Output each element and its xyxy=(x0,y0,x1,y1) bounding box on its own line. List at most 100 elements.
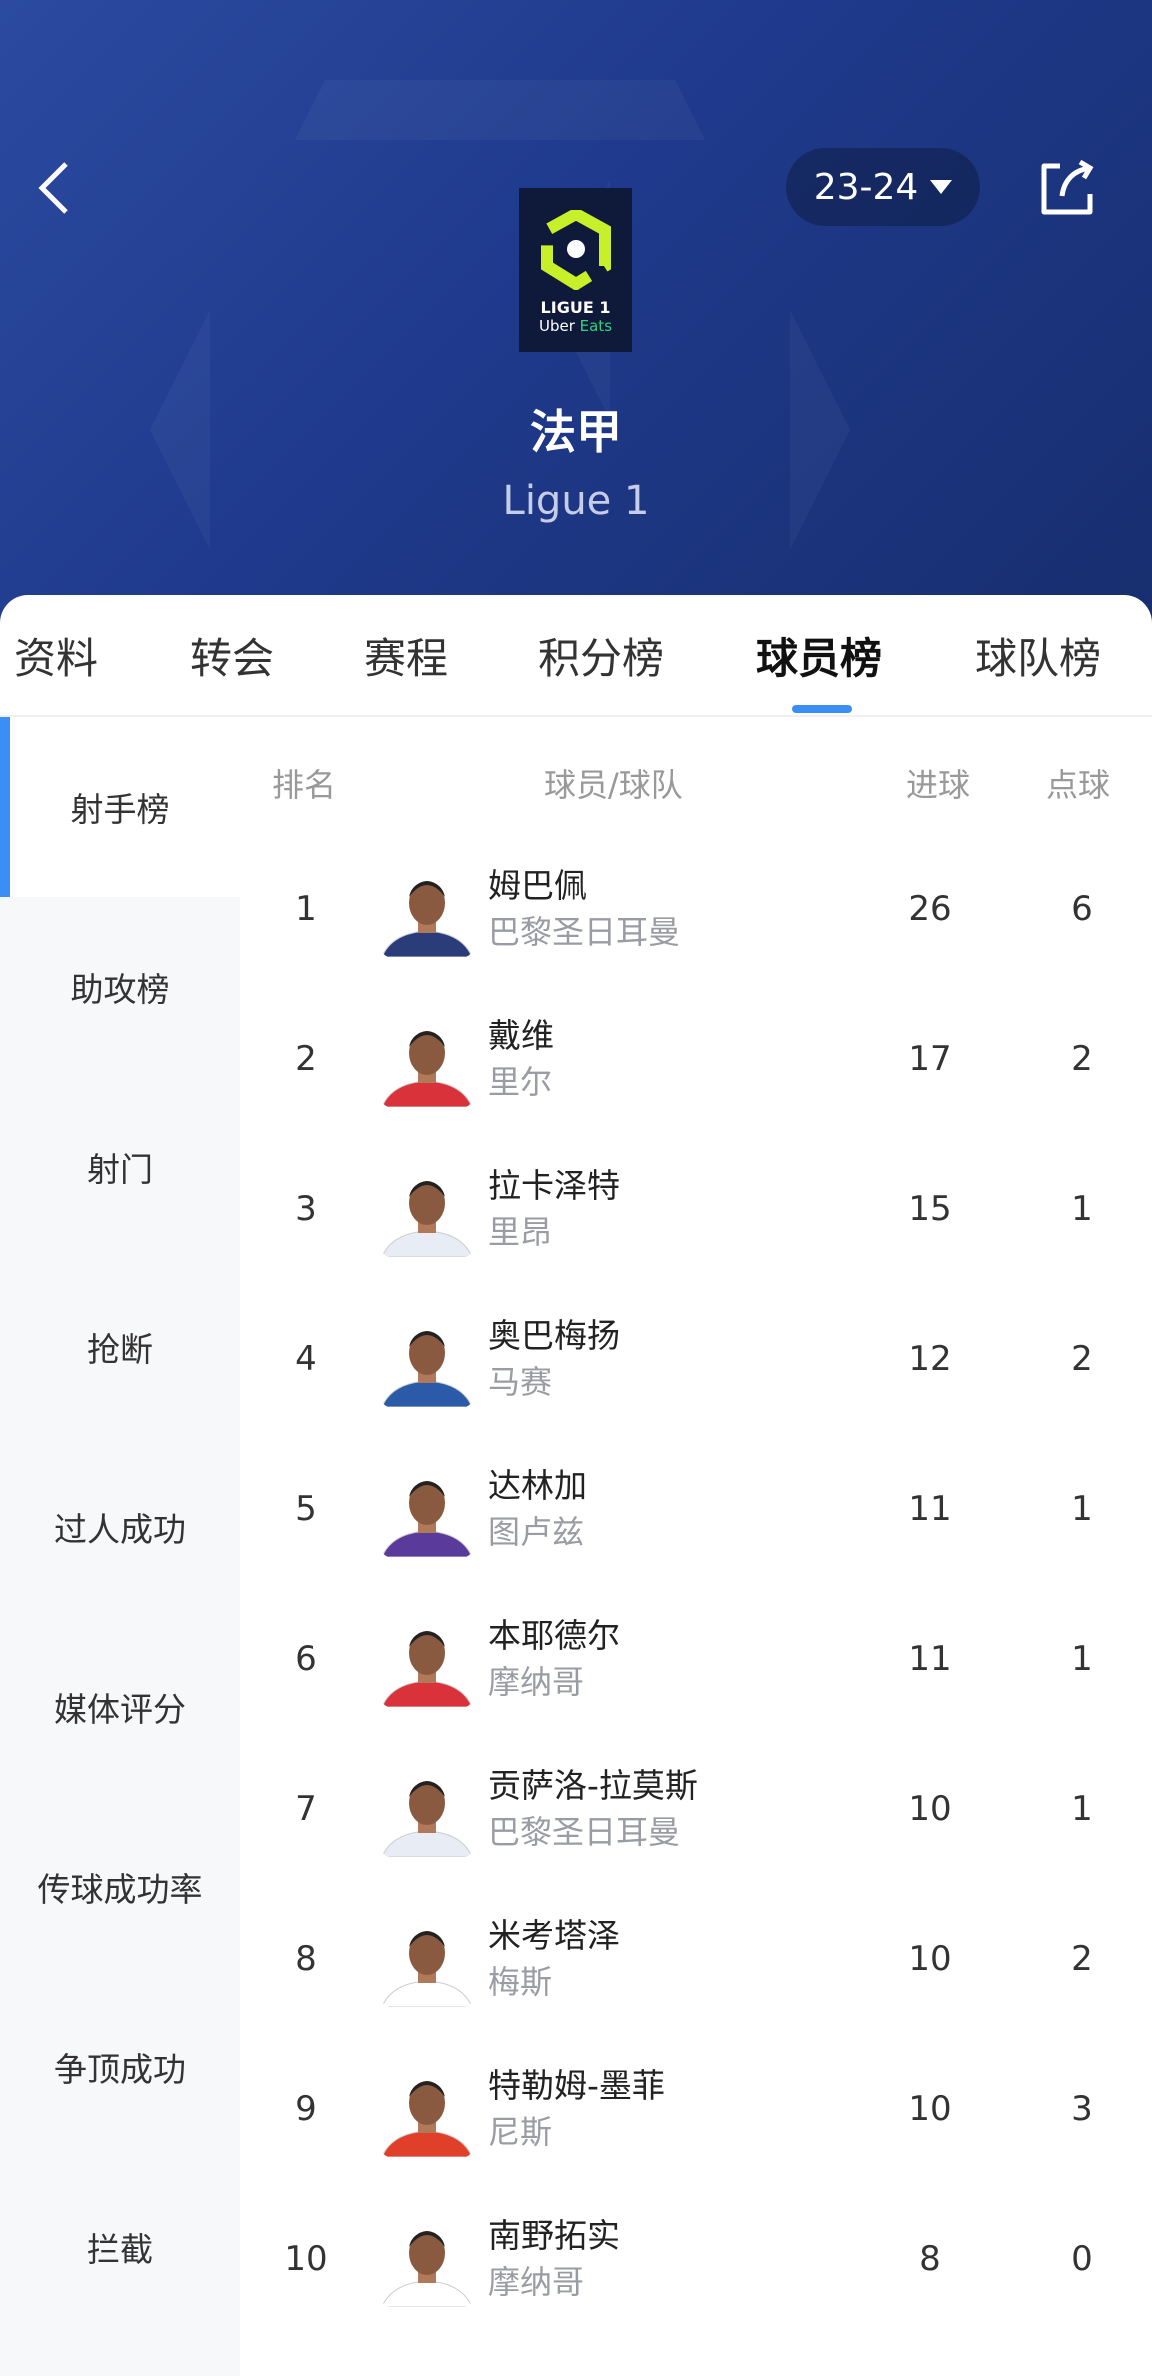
goals: 26 xyxy=(908,889,952,929)
season-selector[interactable]: 23-24 xyxy=(786,148,980,226)
rank: 6 xyxy=(295,1639,317,1679)
rank: 2 xyxy=(295,1039,317,1079)
goals: 10 xyxy=(908,1939,952,1979)
player-avatar xyxy=(382,867,472,957)
team-name: 摩纳哥 xyxy=(488,1663,585,1701)
table-row[interactable]: 5 达林加 图卢兹 11 1 xyxy=(240,1437,1152,1587)
team-name: 梅斯 xyxy=(488,1963,553,2001)
col-penalties: 点球 xyxy=(1046,766,1111,804)
penalties: 1 xyxy=(1071,1639,1093,1679)
penalties: 2 xyxy=(1071,1939,1093,1979)
back-icon[interactable] xyxy=(36,160,76,216)
sidebar-item-shots[interactable]: 射门 xyxy=(87,1150,153,1189)
col-goals: 进球 xyxy=(906,766,971,804)
player-name[interactable]: 戴维 xyxy=(488,1016,554,1055)
tab-player-rankings[interactable]: 球员榜 xyxy=(756,634,883,683)
player-name[interactable]: 南野拓实 xyxy=(488,2216,620,2255)
share-icon[interactable] xyxy=(1036,158,1096,218)
tab-schedule[interactable]: 赛程 xyxy=(364,634,449,683)
rank: 3 xyxy=(295,1189,317,1229)
sidebar-item-media-rating[interactable]: 媒体评分 xyxy=(54,1690,186,1729)
tab-info[interactable]: 资料 xyxy=(14,634,99,683)
rank: 5 xyxy=(295,1489,317,1529)
player-name[interactable]: 拉卡泽特 xyxy=(488,1166,620,1205)
stat-category-sidebar: 射手榜 助攻榜 射门 抢断 过人成功 媒体评分 传球成功率 争顶成功 拦截 xyxy=(0,717,240,2376)
penalties: 1 xyxy=(1071,1789,1093,1829)
table-row[interactable]: 2 戴维 里尔 17 2 xyxy=(240,987,1152,1137)
penalties: 3 xyxy=(1071,2089,1093,2129)
league-subtitle: Ligue 1 xyxy=(502,478,650,524)
player-avatar xyxy=(382,1617,472,1707)
player-avatar xyxy=(382,2217,472,2307)
player-name[interactable]: 贡萨洛-拉莫斯 xyxy=(488,1766,698,1805)
rank: 9 xyxy=(295,2089,317,2129)
sidebar-item-aerials[interactable]: 争顶成功 xyxy=(54,2050,186,2089)
sidebar-item-assists[interactable]: 助攻榜 xyxy=(70,970,170,1009)
rank: 10 xyxy=(284,2239,328,2279)
goals: 11 xyxy=(908,1639,952,1679)
player-avatar xyxy=(382,1467,472,1557)
team-name: 摩纳哥 xyxy=(488,2263,585,2301)
penalties: 0 xyxy=(1071,2239,1093,2279)
tab-bar: 资料 转会 赛程 积分榜 球员榜 球队榜 xyxy=(0,595,1152,717)
table-header: 排名 球员/球队 进球 点球 xyxy=(240,750,1152,810)
table-row[interactable]: 10 南野拓实 摩纳哥 8 0 xyxy=(240,2187,1152,2337)
tab-team-rankings[interactable]: 球队榜 xyxy=(975,634,1102,683)
table-row[interactable]: 8 米考塔泽 梅斯 10 2 xyxy=(240,1887,1152,2037)
team-name: 图卢兹 xyxy=(488,1513,585,1551)
tab-transfers[interactable]: 转会 xyxy=(190,634,275,683)
table-row[interactable]: 9 特勒姆-墨菲 尼斯 10 3 xyxy=(240,2037,1152,2187)
table-row[interactable]: 3 拉卡泽特 里昂 15 1 xyxy=(240,1137,1152,1287)
active-tab-indicator xyxy=(792,705,852,713)
player-avatar xyxy=(382,1017,472,1107)
sidebar-item-dribbles[interactable]: 过人成功 xyxy=(54,1510,186,1549)
goals: 8 xyxy=(919,2239,941,2279)
col-rank: 排名 xyxy=(272,766,337,804)
team-name: 里尔 xyxy=(488,1063,553,1101)
table-row[interactable]: 6 本耶德尔 摩纳哥 11 1 xyxy=(240,1587,1152,1737)
player-avatar xyxy=(382,1917,472,2007)
goals: 17 xyxy=(908,1039,952,1079)
rank: 8 xyxy=(295,1939,317,1979)
player-name[interactable]: 米考塔泽 xyxy=(488,1916,620,1955)
goals: 11 xyxy=(908,1489,952,1529)
player-avatar xyxy=(382,1167,472,1257)
player-name[interactable]: 本耶德尔 xyxy=(488,1616,620,1655)
rank: 1 xyxy=(295,889,317,929)
player-avatar xyxy=(382,1317,472,1407)
col-player: 球员/球队 xyxy=(544,766,683,804)
goals: 15 xyxy=(908,1189,952,1229)
player-name[interactable]: 奥巴梅扬 xyxy=(488,1316,620,1355)
player-name[interactable]: 特勒姆-墨菲 xyxy=(488,2066,665,2105)
sidebar-item-tackles[interactable]: 抢断 xyxy=(87,1330,153,1369)
penalties: 1 xyxy=(1071,1189,1093,1229)
penalties: 2 xyxy=(1071,1039,1093,1079)
team-name: 里昂 xyxy=(488,1213,553,1251)
league-header: 23-24 LIGUE 1 Uber Eats 法甲 Ligue 1 xyxy=(0,0,1152,640)
penalties: 6 xyxy=(1071,889,1093,929)
table-row[interactable]: 1 姆巴佩 巴黎圣日耳曼 26 6 xyxy=(240,837,1152,987)
rank: 4 xyxy=(295,1339,317,1379)
season-label: 23-24 xyxy=(813,166,919,208)
team-name: 巴黎圣日耳曼 xyxy=(488,1813,681,1851)
tab-standings[interactable]: 积分榜 xyxy=(538,634,665,683)
table-row[interactable]: 7 贡萨洛-拉莫斯 巴黎圣日耳曼 10 1 xyxy=(240,1737,1152,1887)
rank: 7 xyxy=(295,1789,317,1829)
penalties: 2 xyxy=(1071,1339,1093,1379)
goals: 10 xyxy=(908,2089,952,2129)
sidebar-item-interceptions[interactable]: 拦截 xyxy=(87,2230,153,2269)
table-row[interactable]: 4 奥巴梅扬 马赛 12 2 xyxy=(240,1287,1152,1437)
ligue1-logo-icon xyxy=(540,210,611,290)
goals: 10 xyxy=(908,1789,952,1829)
player-avatar xyxy=(382,1767,472,1857)
player-avatar xyxy=(382,2067,472,2157)
league-logo: LIGUE 1 Uber Eats xyxy=(519,188,632,352)
player-name[interactable]: 达林加 xyxy=(488,1466,587,1505)
goals: 12 xyxy=(908,1339,952,1379)
caret-down-icon xyxy=(930,180,953,194)
team-name: 马赛 xyxy=(488,1363,553,1401)
penalties: 1 xyxy=(1071,1489,1093,1529)
sidebar-item-top-scorers[interactable]: 射手榜 xyxy=(0,717,240,897)
sidebar-item-pass-accuracy[interactable]: 传球成功率 xyxy=(37,1870,203,1909)
player-name[interactable]: 姆巴佩 xyxy=(488,866,587,905)
